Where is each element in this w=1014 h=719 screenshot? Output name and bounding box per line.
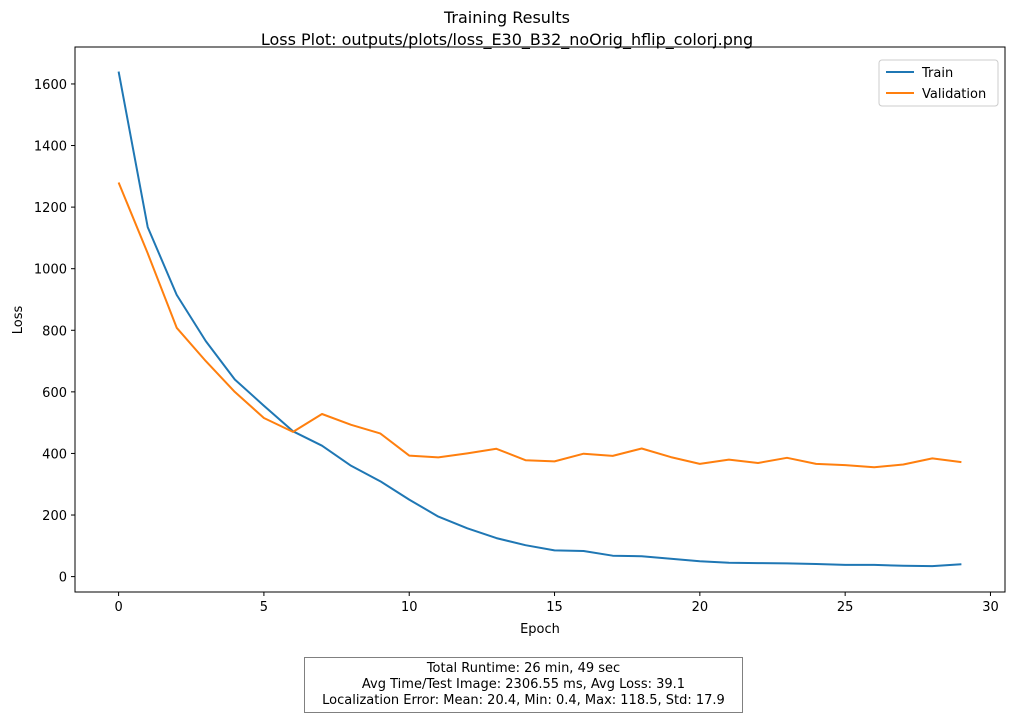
x-tick-label: 30 [982,600,999,615]
chart-title: Training Results [444,8,570,27]
stats-localization-error: Localization Error: Mean: 20.4, Min: 0.4… [322,693,725,708]
ticks-layer: 0 5 10 15 20 25 30 0 200 400 600 800 1000 1200 1400 160… [34,78,999,615]
y-tick-label: 400 [42,447,67,462]
legend-label-train: Train [921,66,953,81]
x-axis-label: Epoch [520,622,560,637]
legend-label-validation: Validation [922,87,986,102]
y-tick-label: 1400 [34,140,67,155]
y-tick-label: 600 [42,386,67,401]
y-tick-label: 0 [59,571,67,586]
series-line-train [117,71,962,568]
y-tick-label: 1200 [34,201,67,216]
y-tick-label: 1600 [34,78,67,93]
chart-subtitle: Loss Plot: outputs/plots/loss_E30_B32_no… [260,30,754,49]
plot-frame [74,46,1006,593]
x-tick-label: 15 [546,600,563,615]
stats-runtime: Total Runtime: 26 min, 49 sec [426,661,621,676]
legend: Train Validation [878,59,999,107]
stats-avg-time: Avg Time/Test Image: 2306.55 ms, Avg Los… [361,677,686,692]
y-tick-label: 1000 [34,263,67,278]
y-axis-label: Loss [11,306,26,335]
x-tick-label: 25 [837,600,854,615]
y-tick-label: 800 [42,324,67,339]
series-layer [117,71,962,568]
x-tick-label: 5 [260,600,268,615]
stats-box: Total Runtime: 26 min, 49 sec Avg Time/T… [304,657,743,713]
x-tick-label: 20 [692,600,709,615]
x-tick-label: 10 [401,600,418,615]
y-tick-label: 200 [42,509,67,524]
x-tick-label: 0 [114,600,122,615]
series-line-validation [117,182,962,469]
